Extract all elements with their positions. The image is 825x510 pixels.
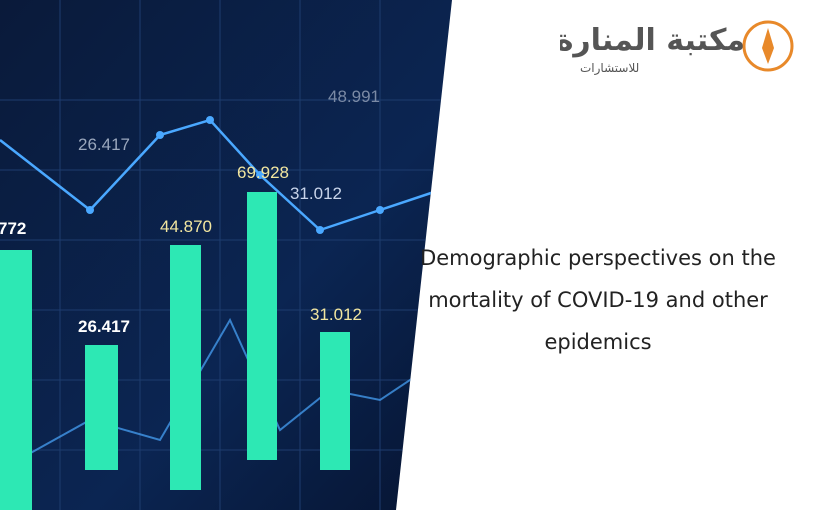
image-label: 69.928 (237, 163, 289, 182)
image-label: 26.417 (78, 317, 130, 336)
image-label: 31.012 (310, 305, 362, 324)
logo: مكتبة المنارة للاستشارات (556, 18, 810, 78)
image-line (0, 118, 441, 232)
image-label: 44.870 (160, 217, 212, 236)
title: Demographic perspectives on the mortalit… (420, 246, 776, 354)
logo-tagline: للاستشارات (580, 61, 639, 76)
image-grid (0, 0, 452, 510)
cover-image: 26.417 48.991 69.928 31.012 44.870 772 2… (0, 0, 452, 510)
image-label: 772 (0, 219, 26, 238)
image-label: 31.012 (290, 184, 342, 203)
image-label: 26.417 (78, 135, 130, 154)
logo-graphic: مكتبة المنارة للاستشارات (556, 20, 794, 76)
image-bars (0, 192, 350, 510)
logo-name: مكتبة المنارة (560, 23, 745, 58)
image-background (0, 0, 452, 510)
image-points (86, 116, 384, 234)
image-label: 48.991 (328, 87, 380, 106)
